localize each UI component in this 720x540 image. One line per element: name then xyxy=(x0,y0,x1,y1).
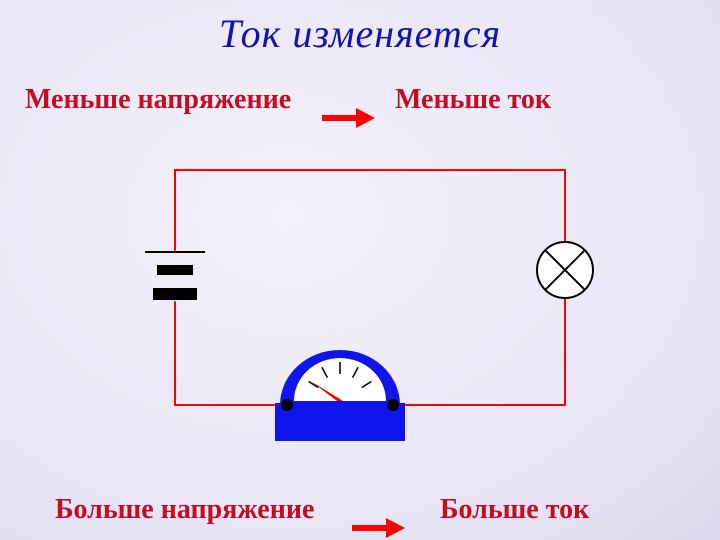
less-voltage-text: Меньше напряжение xyxy=(25,84,291,115)
arrow-right-icon xyxy=(350,516,405,540)
more-voltage-text: Больше напряжение xyxy=(55,494,314,525)
arrow-right-icon xyxy=(320,106,375,130)
title-text: Ток изменяется xyxy=(219,11,501,56)
less-current-text: Меньше ток xyxy=(395,84,551,115)
arrow-head xyxy=(386,518,405,538)
page-title: Ток изменяется xyxy=(0,10,720,57)
more-current-text: Больше ток xyxy=(440,494,589,525)
less-current-label: Меньше ток xyxy=(395,84,551,116)
more-current-label: Больше ток xyxy=(440,494,589,526)
more-voltage-label: Больше напряжение xyxy=(55,494,314,526)
arrow-head xyxy=(356,108,375,128)
circuit-diagram xyxy=(0,0,720,540)
less-voltage-label: Меньше напряжение xyxy=(25,84,291,116)
